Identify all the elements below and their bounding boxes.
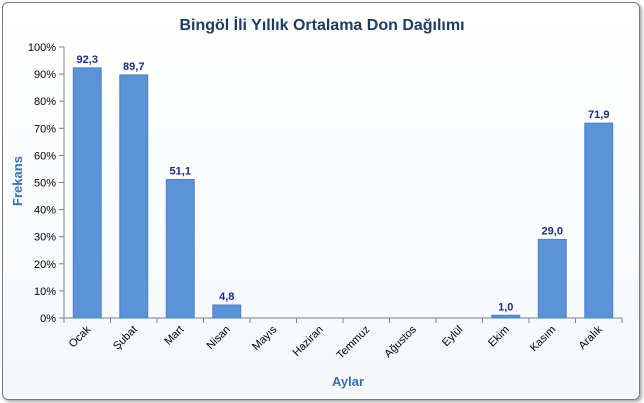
y-tick-label: 30% xyxy=(34,232,56,244)
y-tick-label: 0% xyxy=(40,313,56,325)
x-tick-label: Mart xyxy=(162,324,186,348)
y-tick-label: 40% xyxy=(34,205,56,217)
x-tick-label: Şubat xyxy=(111,324,140,353)
x-tick-label: Eylül xyxy=(440,324,465,349)
data-label: 71,9 xyxy=(588,109,609,121)
y-tick-label: 50% xyxy=(34,178,56,190)
y-tick-label: 10% xyxy=(34,286,56,298)
bar xyxy=(72,67,102,319)
y-tick-label: 20% xyxy=(34,259,56,271)
bar xyxy=(165,179,195,319)
chart-frame xyxy=(2,2,640,400)
bar xyxy=(212,304,242,319)
x-tick-label: Mayıs xyxy=(250,323,280,353)
y-tick-label: 90% xyxy=(34,69,56,81)
bar xyxy=(537,238,567,319)
data-label: 4,8 xyxy=(219,291,234,303)
data-label: 51,1 xyxy=(170,166,191,178)
x-tick-label: Ağustos xyxy=(382,323,419,360)
x-tick-label: Nisan xyxy=(204,324,232,352)
chart-title: Bingöl İli Yıllık Ortalama Don Dağılımı xyxy=(179,16,464,34)
y-tick-label: 60% xyxy=(34,150,56,162)
bar xyxy=(584,122,614,319)
x-tick-label: Ekim xyxy=(486,324,512,350)
x-tick-label: Temmuz xyxy=(334,324,372,362)
data-label: 29,0 xyxy=(542,225,563,237)
data-label: 92,3 xyxy=(77,54,98,66)
x-tick-label: Aralık xyxy=(576,323,605,352)
x-axis-title: Aylar xyxy=(332,374,364,389)
y-axis-title: Frekans xyxy=(10,156,25,206)
y-tick-label: 80% xyxy=(34,96,56,108)
x-tick-label: Kasım xyxy=(528,324,559,355)
x-tick-label: Ocak xyxy=(67,323,94,350)
x-tick-label: Haziran xyxy=(291,324,326,359)
data-label: 89,7 xyxy=(123,61,144,73)
bar xyxy=(119,74,149,319)
bar xyxy=(491,314,521,319)
data-label: 1,0 xyxy=(498,301,513,313)
y-tick-label: 70% xyxy=(34,123,56,135)
plot-area: 0% 10% 20% 30% 40% 50% 60% 70% 80% 90% 100% 92,3 Oca… xyxy=(28,42,623,362)
y-tick-label: 100% xyxy=(28,42,56,54)
